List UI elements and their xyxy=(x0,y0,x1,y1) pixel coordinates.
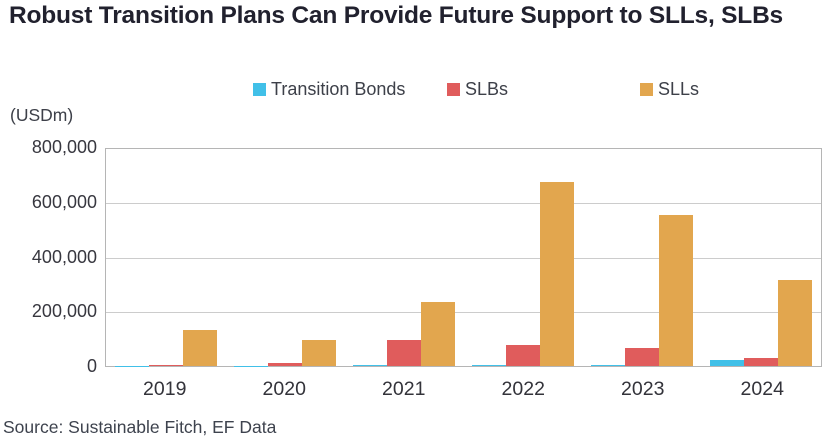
chart-title: Robust Transition Plans Can Provide Futu… xyxy=(9,2,783,29)
y-tick-800000: 800,000 xyxy=(31,137,97,157)
bar-slbs-2023 xyxy=(625,348,660,366)
x-axis-labels: 2019 2020 2021 2022 2023 2024 xyxy=(105,378,822,401)
x-tick-2022: 2022 xyxy=(501,378,545,400)
bar-group-2020 xyxy=(225,149,344,366)
x-tick-2019: 2019 xyxy=(143,378,187,400)
x-tick-2023: 2023 xyxy=(621,378,665,400)
gridline-200000 xyxy=(106,311,821,313)
bar-slbs-2022 xyxy=(506,345,541,366)
bar-group-2022 xyxy=(464,149,583,366)
bar-slls-2022 xyxy=(540,181,575,366)
x-tick-2020: 2020 xyxy=(262,378,306,400)
legend-item-slbs: SLBs xyxy=(447,79,508,100)
bar-slbs-2021 xyxy=(386,340,421,366)
bar-slls-2023 xyxy=(659,215,694,366)
gridline-600000 xyxy=(106,203,821,205)
transition-bonds-swatch-icon xyxy=(253,83,266,96)
bar-group-2019 xyxy=(106,149,225,366)
y-tick-200000: 200,000 xyxy=(31,301,97,321)
bar-group-2023 xyxy=(583,149,702,366)
bar-transition-bonds-2023 xyxy=(591,365,626,366)
bar-slbs-2020 xyxy=(267,363,302,366)
source-note: Source: Sustainable Fitch, EF Data xyxy=(3,417,277,437)
bar-slls-2019 xyxy=(182,330,217,366)
bar-group-2024 xyxy=(702,149,821,366)
bar-transition-bonds-2021 xyxy=(352,365,387,366)
bar-slls-2020 xyxy=(301,339,336,366)
y-tick-400000: 400,000 xyxy=(31,247,97,267)
x-tick-2021: 2021 xyxy=(382,378,426,400)
slbs-swatch-icon xyxy=(447,83,460,96)
y-tick-0: 0 xyxy=(86,356,97,376)
bar-transition-bonds-2022 xyxy=(472,365,507,366)
y-axis-unit-label: (USDm) xyxy=(10,105,74,125)
legend-item-transition-bonds: Transition Bonds xyxy=(253,79,405,100)
bar-groups xyxy=(106,149,821,366)
legend-label: SLBs xyxy=(465,79,509,99)
bar-slbs-2024 xyxy=(744,357,779,366)
legend-label: SLLs xyxy=(658,79,700,99)
x-tick-2024: 2024 xyxy=(740,378,784,400)
bar-slls-2021 xyxy=(420,302,455,366)
bar-group-2021 xyxy=(344,149,463,366)
plot-area xyxy=(105,148,822,367)
slls-swatch-icon xyxy=(640,83,653,96)
legend-item-slls: SLLs xyxy=(640,79,699,100)
bar-transition-bonds-2024 xyxy=(710,360,745,366)
y-tick-600000: 600,000 xyxy=(31,192,97,212)
legend-label: Transition Bonds xyxy=(271,79,406,99)
gridline-400000 xyxy=(106,257,821,259)
bar-slls-2024 xyxy=(778,280,813,366)
bar-slbs-2019 xyxy=(148,364,183,366)
